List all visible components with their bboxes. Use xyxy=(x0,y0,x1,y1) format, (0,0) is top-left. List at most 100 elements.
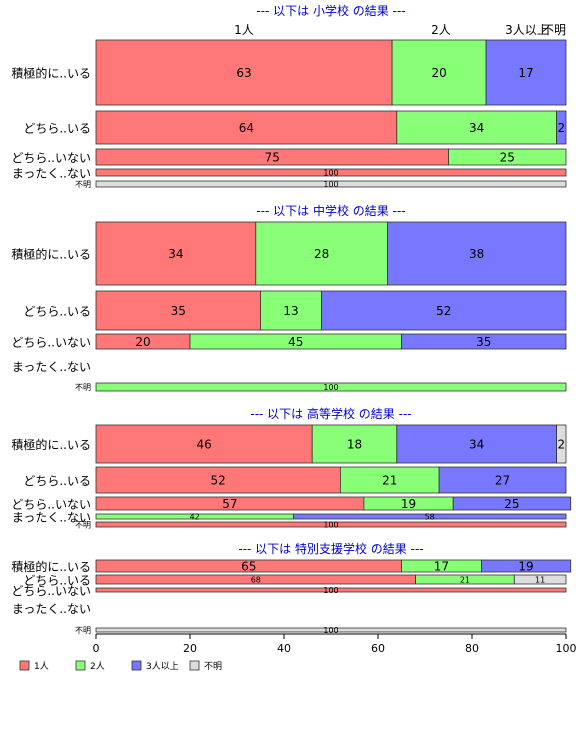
panel-title: --- 以下は 特別支援学校 の結果 --- xyxy=(238,541,423,556)
bar-segment xyxy=(255,221,388,286)
data-label: 27 xyxy=(495,474,510,488)
category-label: どちら..いる xyxy=(23,305,91,319)
data-label: 46 xyxy=(196,438,211,452)
data-label: 21 xyxy=(460,576,470,585)
data-label: 42 xyxy=(190,513,200,522)
legend-swatch xyxy=(131,660,142,671)
category-label: 積極的に..いる xyxy=(11,247,91,262)
data-label: 68 xyxy=(251,576,261,585)
category-label: どちら..いない xyxy=(11,584,91,598)
data-label: 34 xyxy=(469,438,484,452)
data-label: 38 xyxy=(469,247,484,261)
header-label: 1人 xyxy=(234,23,254,37)
data-label: 35 xyxy=(171,304,186,318)
data-label: 57 xyxy=(222,497,237,511)
category-label: 不明 xyxy=(75,626,91,635)
data-label: 64 xyxy=(239,121,254,135)
bar-segment xyxy=(513,574,567,585)
data-label: 100 xyxy=(323,626,338,635)
data-label: 100 xyxy=(323,180,338,189)
bar-segment xyxy=(95,521,567,528)
bar-segment xyxy=(95,382,567,392)
data-label: 13 xyxy=(283,304,298,318)
x-tick-label: 40 xyxy=(277,642,291,655)
legend-swatch xyxy=(189,660,200,671)
header-label: 2人 xyxy=(431,23,451,37)
data-label: 52 xyxy=(436,304,451,318)
category-label: 積極的に..いる xyxy=(11,437,91,452)
data-label: 100 xyxy=(323,169,338,178)
category-label: どちら..いない xyxy=(11,151,91,165)
data-label: 17 xyxy=(434,560,449,574)
data-label: 100 xyxy=(323,586,338,595)
legend-label: 不明 xyxy=(204,661,222,672)
bar-segment xyxy=(95,180,567,188)
bar-segment xyxy=(452,496,572,511)
data-label: 34 xyxy=(469,121,484,135)
bar-segment xyxy=(556,110,567,145)
category-label: 積極的に..いる xyxy=(11,559,91,574)
category-label: まったく..ない xyxy=(12,602,91,616)
data-label: 25 xyxy=(500,151,515,165)
bar-segment xyxy=(448,148,567,166)
data-label: 20 xyxy=(135,335,150,349)
panel-title: --- 以下は 小学校 の結果 --- xyxy=(256,3,405,18)
bar-segment xyxy=(386,221,567,286)
category-label: どちら..いない xyxy=(11,336,91,350)
data-label: 28 xyxy=(314,247,329,261)
data-label: 45 xyxy=(288,335,303,349)
data-label: 52 xyxy=(211,474,226,488)
category-label: 不明 xyxy=(75,521,91,530)
data-label: 11 xyxy=(535,576,545,585)
x-tick-label: 0 xyxy=(93,642,100,655)
legend-label: 2人 xyxy=(90,661,105,672)
data-label: 75 xyxy=(265,151,280,165)
data-label: 25 xyxy=(504,497,519,511)
legend-swatch xyxy=(19,660,30,671)
legend-label: 1人 xyxy=(34,661,49,672)
bar-segment xyxy=(391,39,487,106)
bar-segment xyxy=(485,39,567,106)
bar-segment xyxy=(480,559,572,573)
data-label: 21 xyxy=(382,474,397,488)
bar-segment xyxy=(438,466,567,494)
legend-swatch xyxy=(75,660,86,671)
header-label: 不明 xyxy=(542,23,566,37)
bar-segment xyxy=(95,466,341,494)
category-label: まったく..ない xyxy=(12,360,91,374)
bar-segment xyxy=(321,290,567,331)
data-label: 65 xyxy=(241,560,256,574)
category-label: 不明 xyxy=(75,383,91,392)
bar-segment xyxy=(95,168,567,177)
bar-segment xyxy=(401,333,567,350)
x-tick-label: 20 xyxy=(183,642,197,655)
bar-segment xyxy=(260,290,322,331)
data-label: 20 xyxy=(431,66,446,80)
category-label: どちら..いない xyxy=(11,498,91,512)
category-label: 積極的に..いる xyxy=(11,66,91,81)
category-label: どちら..いる xyxy=(23,574,91,588)
bar-segment xyxy=(311,424,398,464)
panel-title: --- 以下は 高等学校 の結果 --- xyxy=(250,406,411,421)
data-label: 17 xyxy=(518,66,533,80)
header-label: 3人以上 xyxy=(505,23,549,37)
category-label: まったく..ない xyxy=(12,511,91,525)
data-label: 35 xyxy=(476,335,491,349)
bar-segment xyxy=(396,110,557,145)
category-label: どちら..いる xyxy=(23,474,91,488)
data-label: 2 xyxy=(557,121,565,135)
data-label: 58 xyxy=(425,513,435,522)
data-label: 19 xyxy=(401,497,416,511)
x-tick-label: 80 xyxy=(465,642,479,655)
bar-segment xyxy=(556,424,567,464)
legend-label: 3人以上 xyxy=(146,661,179,672)
x-tick-label: 60 xyxy=(371,642,385,655)
bar-segment xyxy=(95,627,567,633)
x-tick-label: 100 xyxy=(556,642,577,655)
category-label: どちら..いる xyxy=(23,122,91,136)
bar-segment xyxy=(292,513,567,520)
data-label: 100 xyxy=(323,383,338,392)
category-label: まったく..ない xyxy=(12,167,91,181)
